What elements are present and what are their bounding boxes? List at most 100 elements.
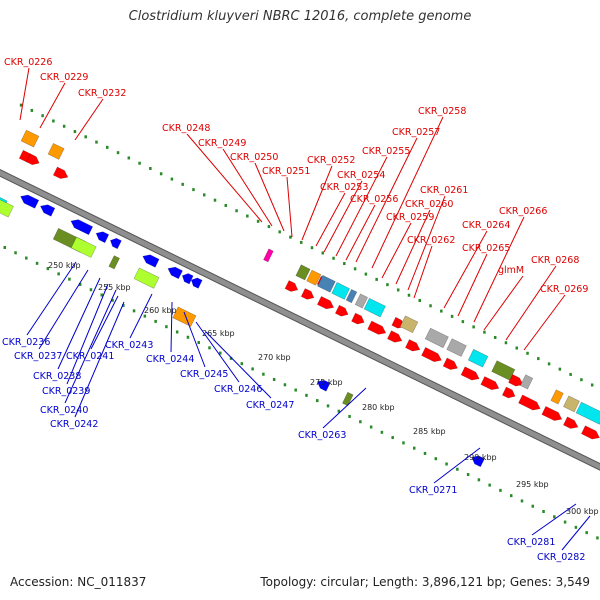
tick-mark: [504, 341, 508, 345]
rna-feature: [491, 360, 516, 381]
tick-mark: [450, 314, 454, 318]
reverse-gene: [20, 194, 40, 209]
forward-gene: [518, 394, 541, 411]
rna-feature: [295, 264, 311, 281]
leader-line: [301, 165, 333, 241]
tick-mark: [256, 219, 260, 223]
rna-feature: [563, 395, 580, 413]
tick-mark: [445, 462, 448, 466]
tick-mark: [332, 256, 335, 260]
forward-gene-label: CKR_0229: [40, 72, 88, 83]
forward-gene-label: CKR_0261: [420, 185, 468, 196]
tick-mark: [111, 298, 114, 302]
rna-feature: [424, 327, 449, 349]
scale-label: 250 kbp: [48, 261, 81, 270]
tick-mark: [246, 214, 249, 218]
genome-backbone: [0, 169, 600, 471]
leader-line: [38, 269, 89, 350]
tick-mark: [68, 277, 71, 281]
forward-gene-label: CKR_0257: [392, 127, 440, 138]
tick-mark: [380, 430, 384, 434]
reverse-gene-label: CKR_0243: [105, 340, 153, 351]
forward-gene: [25, 153, 40, 166]
rna-feature: [550, 389, 564, 405]
tick-mark: [569, 372, 572, 376]
tick-mark: [235, 209, 238, 213]
accession-text: Accession: NC_011837: [10, 575, 147, 589]
forward-gene: [421, 346, 442, 363]
tick-mark: [3, 245, 7, 249]
reverse-gene-label: CKR_0244: [146, 354, 194, 365]
tick-mark: [267, 225, 271, 229]
tick-mark: [208, 346, 211, 350]
rna-feature: [345, 288, 358, 304]
leader-line: [64, 289, 117, 404]
tick-mark: [149, 167, 152, 171]
tick-mark: [440, 309, 443, 313]
tick-mark: [423, 451, 427, 455]
tick-mark: [375, 277, 378, 281]
tick-mark: [35, 261, 39, 265]
tick-mark: [402, 441, 405, 445]
leader-line: [443, 230, 488, 309]
forward-gene: [442, 357, 459, 370]
leader-line: [286, 176, 293, 238]
tick-mark: [553, 515, 556, 519]
forward-gene: [52, 166, 69, 179]
forward-gene: [460, 366, 480, 381]
rna-feature: [47, 142, 65, 160]
reverse-gene-label: CKR_0237: [14, 351, 62, 362]
leader-line: [505, 265, 557, 341]
forward-gene: [334, 304, 349, 317]
reverse-gene-label: CKR_0271: [409, 485, 457, 496]
tick-mark: [289, 235, 292, 239]
tick-mark: [596, 536, 599, 540]
leader-line: [483, 275, 524, 331]
tick-mark: [310, 246, 314, 250]
leader-line: [395, 209, 431, 285]
tick-mark: [46, 267, 50, 271]
tick-mark: [563, 520, 567, 524]
tick-mark: [477, 478, 481, 482]
tick-mark: [143, 314, 147, 318]
reverse-gene-label: CKR_0246: [214, 384, 262, 395]
leader-line: [74, 98, 104, 141]
forward-gene-label: CKR_0269: [540, 284, 588, 295]
rna-feature: [342, 391, 354, 407]
forward-gene: [351, 312, 365, 325]
leader-line: [473, 216, 525, 323]
rna-feature: [331, 282, 351, 300]
tick-mark: [175, 330, 179, 334]
leader-line: [254, 162, 285, 232]
leader-line: [66, 283, 109, 385]
rna-feature: [70, 236, 97, 258]
leader-line: [531, 503, 577, 536]
reverse-gene: [181, 273, 194, 285]
tick-mark: [407, 293, 411, 297]
tick-mark: [240, 362, 244, 366]
tick-mark: [547, 362, 551, 366]
reverse-gene-label: CKR_0241: [66, 351, 114, 362]
forward-gene-label: CKR_0249: [198, 138, 246, 149]
tick-mark: [305, 393, 308, 397]
tick-mark: [197, 341, 200, 345]
tick-mark: [262, 372, 265, 376]
rna-feature: [575, 401, 600, 425]
tick-mark: [526, 351, 529, 355]
leader-line: [355, 137, 418, 263]
tick-mark: [386, 283, 389, 287]
reverse-gene: [167, 266, 183, 280]
forward-gene-label: CKR_0268: [531, 255, 579, 266]
tick-mark: [558, 367, 562, 371]
forward-gene: [300, 288, 315, 300]
leader-line: [433, 447, 481, 484]
tick-mark: [224, 203, 228, 207]
feature-track: [0, 129, 600, 468]
tick-mark: [396, 288, 400, 292]
leader-line: [186, 133, 263, 223]
tick-mark: [418, 299, 422, 303]
tick-mark: [138, 161, 141, 165]
rna-feature: [354, 293, 369, 309]
rna-feature: [263, 248, 274, 263]
